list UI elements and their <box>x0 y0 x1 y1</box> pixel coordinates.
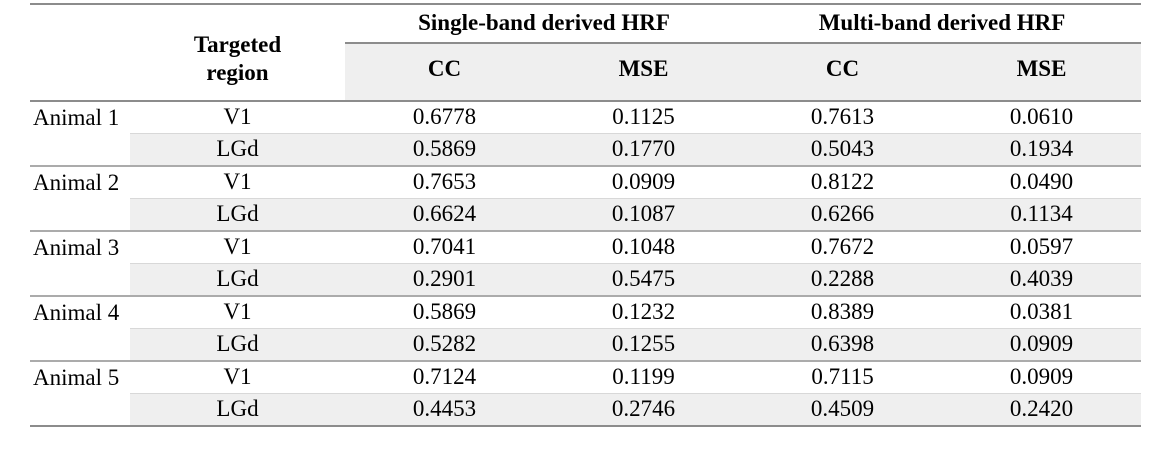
cell-mse-singleband: 0.1232 <box>544 295 744 329</box>
cell-animal: Animal 4 <box>30 295 130 329</box>
cell-mse-multiband: 0.1134 <box>942 198 1142 231</box>
group-header-row: Targeted region Single-band derived HRF … <box>30 3 1142 102</box>
cell-cc-multiband: 0.7672 <box>743 230 943 264</box>
cell-cc-singleband: 0.7124 <box>345 360 544 394</box>
col-header-cc-singleband: CC <box>345 43 544 102</box>
cell-mse-singleband: 0.0909 <box>544 165 744 199</box>
cell-mse-multiband: 0.4039 <box>942 263 1142 296</box>
cell-cc-multiband: 0.8389 <box>743 295 943 329</box>
cell-cc-multiband: 0.2288 <box>743 263 943 296</box>
cell-animal: Animal 5 <box>30 360 130 394</box>
cell-mse-multiband: 0.0909 <box>942 328 1142 361</box>
cell-region: LGd <box>130 328 345 361</box>
cell-mse-singleband: 0.1199 <box>544 360 744 394</box>
table-row: Animal 2 V1 0.7653 0.0909 0.8122 0.0490 <box>30 165 1142 199</box>
table-body: Animal 1 V1 0.6778 0.1125 0.7613 0.0610 … <box>30 101 1142 427</box>
cell-animal: Animal 2 <box>30 165 130 199</box>
cell-animal: Animal 1 <box>30 101 130 134</box>
cell-region: V1 <box>130 295 345 329</box>
cell-cc-singleband: 0.7653 <box>345 165 544 199</box>
cell-animal <box>30 328 130 361</box>
cell-cc-singleband: 0.5869 <box>345 295 544 329</box>
cell-mse-singleband: 0.1255 <box>544 328 744 361</box>
table-row: Animal 3 V1 0.7041 0.1048 0.7672 0.0597 <box>30 230 1142 264</box>
cell-cc-multiband: 0.6398 <box>743 328 943 361</box>
cell-mse-multiband: 0.0490 <box>942 165 1142 199</box>
sub-header-row: CC MSE CC MSE <box>30 43 1142 102</box>
cell-mse-multiband: 0.0597 <box>942 230 1142 264</box>
cell-mse-singleband: 0.1048 <box>544 230 744 264</box>
cell-cc-multiband: 0.7613 <box>810 104 875 130</box>
cell-cc-multiband: 0.5043 <box>743 133 943 166</box>
cell-mse-singleband: 0.5475 <box>544 263 744 296</box>
col-group-single-band: Single-band derived HRF <box>345 3 744 44</box>
table-row: LGd 0.5282 0.1255 0.6398 0.0909 <box>30 328 1142 361</box>
targeted-region-label: Targeted region <box>193 32 282 85</box>
table-row: LGd 0.2901 0.5475 0.2288 0.4039 <box>30 263 1142 296</box>
col-header-mse-multiband: MSE <box>942 43 1142 102</box>
cell-cc-singleband: 0.7041 <box>345 230 544 264</box>
cell-animal <box>30 133 130 166</box>
cell-mse-singleband: 0.1087 <box>544 198 744 231</box>
cell-region: LGd <box>130 263 345 296</box>
table-row: Animal 4 V1 0.5869 0.1232 0.8389 0.0381 <box>30 295 1142 329</box>
cell-animal <box>30 198 130 231</box>
cell-mse-multiband: 0.0909 <box>942 360 1142 394</box>
cell-cc-multiband: 0.6266 <box>743 198 943 231</box>
table-row: LGd 0.6624 0.1087 0.6266 0.1134 <box>30 198 1142 231</box>
cell-cc-multiband: 0.7115 <box>743 360 943 394</box>
cell-cc-singleband: 0.6778 <box>412 104 477 130</box>
table-row: Animal 1 V1 0.6778 0.1125 0.7613 0.0610 <box>30 101 1141 134</box>
cell-mse-singleband: 0.1125 <box>612 104 675 130</box>
cell-animal: Animal 3 <box>30 230 130 264</box>
col-group-multi-band: Multi-band derived HRF <box>743 3 1142 44</box>
col-header-mse-singleband: MSE <box>544 43 744 102</box>
cell-region: LGd <box>130 393 345 427</box>
results-table-container: Targeted region Single-band derived HRF … <box>30 3 1142 427</box>
table-header: Targeted region Single-band derived HRF … <box>30 3 1142 102</box>
cell-mse-multiband: 0.2420 <box>942 393 1142 427</box>
table-row: LGd 0.4453 0.2746 0.4509 0.2420 <box>30 393 1142 427</box>
corner-cell <box>30 3 130 102</box>
col-header-targeted-region: Targeted region <box>130 3 345 102</box>
cell-mse-multiband: 0.0610 <box>1009 104 1074 130</box>
cell-animal <box>30 393 130 427</box>
cell-cc-singleband: 0.2901 <box>345 263 544 296</box>
cell-region: V1 <box>223 104 252 130</box>
cell-cc-multiband: 0.4509 <box>743 393 943 427</box>
table-row: LGd 0.5869 0.1770 0.5043 0.1934 <box>30 133 1142 166</box>
cell-cc-singleband: 0.5282 <box>345 328 544 361</box>
cell-region: V1 <box>130 360 345 394</box>
cell-region: LGd <box>130 133 345 166</box>
cell-region: V1 <box>130 230 345 264</box>
table-row: Animal 5 V1 0.7124 0.1199 0.7115 0.0909 <box>30 360 1142 394</box>
cell-cc-singleband: 0.5869 <box>345 133 544 166</box>
cell-mse-singleband: 0.1770 <box>544 133 744 166</box>
col-header-cc-multiband: CC <box>743 43 943 102</box>
results-table: Targeted region Single-band derived HRF … <box>30 3 1142 427</box>
cell-region: V1 <box>130 165 345 199</box>
cell-cc-multiband: 0.8122 <box>743 165 943 199</box>
cell-cc-singleband: 0.4453 <box>345 393 544 427</box>
cell-mse-multiband: 0.0381 <box>942 295 1142 329</box>
cell-mse-multiband: 0.1934 <box>942 133 1142 166</box>
cell-cc-singleband: 0.6624 <box>345 198 544 231</box>
cell-region: LGd <box>130 198 345 231</box>
cell-animal <box>30 263 130 296</box>
cell-mse-singleband: 0.2746 <box>544 393 744 427</box>
